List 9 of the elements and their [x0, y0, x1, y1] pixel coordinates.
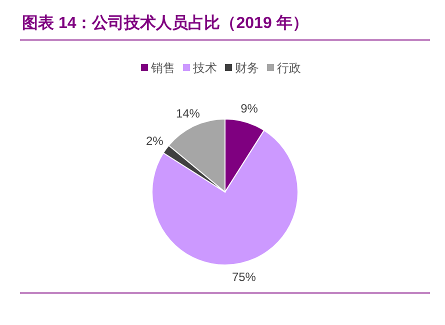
- data-label: 9%: [240, 101, 258, 116]
- data-label: 14%: [176, 106, 200, 120]
- data-label: 75%: [232, 270, 256, 284]
- legend-label: 财务: [235, 61, 259, 75]
- legend-label: 技术: [192, 61, 217, 75]
- data-label: 2%: [146, 134, 164, 148]
- chart-title: 图表 14：公司技术人员占比（2019 年）: [22, 14, 308, 32]
- legend-label: 销售: [150, 61, 175, 75]
- legend-label: 行政: [277, 61, 301, 75]
